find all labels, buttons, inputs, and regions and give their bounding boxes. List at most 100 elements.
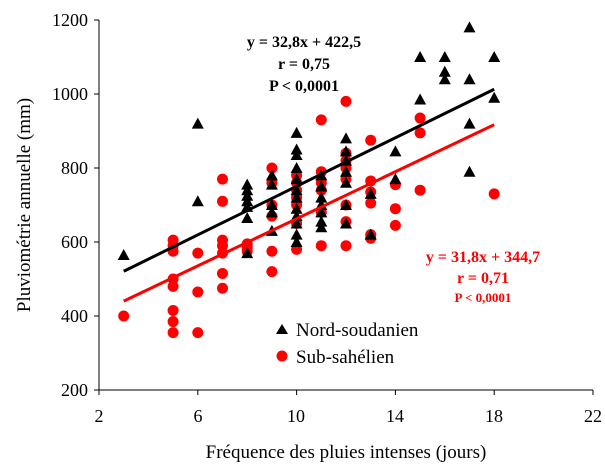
red-r-value: r = 0,71 — [457, 270, 509, 287]
legend-circle-marker — [276, 350, 288, 362]
x-tick-label: 2 — [95, 406, 104, 426]
sub-sahelien-point — [167, 327, 179, 339]
nord-soudanien-point — [340, 176, 352, 188]
sub-sahelien-point — [365, 197, 377, 209]
nord-soudanien-point — [117, 248, 130, 260]
sub-sahelien-point — [167, 304, 179, 316]
sub-sahelien-point — [167, 316, 179, 328]
sub-sahelien-point — [315, 114, 327, 126]
black-p-value: P < 0,0001 — [269, 78, 339, 95]
x-axis-title: Fréquence des pluies intenses (jours) — [206, 442, 487, 463]
x-tick-label: 6 — [194, 406, 203, 426]
nord-soudanien-point — [438, 65, 451, 77]
sub-sahelien-point — [217, 282, 228, 294]
nord-soudanien-point — [191, 117, 204, 129]
y-tick-label: 400 — [61, 306, 88, 326]
nord-soudanien-point — [290, 184, 303, 196]
legend-label-sub-sahelien: Sub-sahélien — [296, 347, 395, 368]
nord-soudanien-point — [241, 178, 254, 190]
nord-soudanien-point — [290, 173, 303, 185]
nord-soudanien-point — [340, 165, 352, 177]
y-tick-label: 200 — [61, 380, 88, 400]
trendlines-layer — [123, 87, 495, 303]
points-layer — [117, 21, 501, 339]
nord-soudanien-point — [290, 236, 303, 247]
nord-soudanien-point — [290, 191, 303, 203]
nord-soudanien-point — [241, 189, 254, 201]
nord-soudanien-point — [315, 215, 328, 227]
nord-soudanien-point — [290, 143, 303, 155]
nord-soudanien-point — [241, 211, 254, 223]
nord-soudanien-point — [315, 180, 328, 192]
nord-soudanien-point — [290, 162, 303, 173]
nord-soudanien-point — [488, 91, 501, 103]
nord-soudanien-point — [340, 217, 352, 229]
y-tick-label: 800 — [61, 158, 88, 178]
nord-soudanien-point — [364, 187, 377, 199]
sub-sahelien-point — [340, 240, 352, 252]
sub-sahelien-point — [192, 327, 204, 339]
nord-soudanien-trendline — [123, 87, 495, 273]
sub-sahelien-point — [414, 112, 426, 124]
legend-label-nord-soudanien: Nord-soudanien — [296, 320, 419, 341]
nord-soudanien-point — [340, 132, 352, 144]
y-axis-title: Pluviométrie annuelle (mm) — [14, 98, 35, 312]
nord-soudanien-point — [463, 165, 476, 177]
nord-soudanien-point — [265, 199, 278, 210]
nord-soudanien-point — [315, 191, 328, 203]
nord-soudanien-point — [389, 173, 402, 185]
nord-soudanien-point — [438, 73, 451, 85]
nord-soudanien-point — [265, 169, 278, 181]
sub-sahelien-point — [389, 203, 401, 215]
sub-sahelien-point — [414, 184, 426, 196]
nord-soudanien-point — [241, 195, 254, 207]
nord-soudanien-point — [290, 126, 303, 138]
nord-soudanien-point — [191, 195, 204, 207]
nord-soudanien-point — [438, 51, 451, 62]
nord-soudanien-point — [340, 199, 352, 210]
sub-sahelien-point — [192, 247, 204, 259]
sub-sahelien-point — [315, 240, 327, 252]
nord-soudanien-point — [290, 202, 303, 214]
x-tick-label: 18 — [485, 406, 503, 426]
nord-soudanien-point — [241, 247, 254, 259]
nord-soudanien-point — [414, 93, 427, 105]
y-tick-label: 1200 — [52, 10, 88, 30]
sub-sahelien-point — [389, 219, 401, 231]
nord-soudanien-point — [463, 117, 476, 129]
sub-sahelien-point — [118, 310, 130, 322]
sub-sahelien-point — [365, 134, 377, 146]
legend: Nord-soudanien Sub-sahélien — [276, 320, 419, 368]
nord-soudanien-point — [463, 21, 476, 33]
x-tick-label: 22 — [584, 406, 602, 426]
sub-sahelien-point — [217, 173, 228, 185]
sub-sahelien-point — [414, 127, 426, 139]
sub-sahelien-point — [217, 267, 228, 279]
nord-soudanien-point — [315, 221, 328, 233]
sub-sahelien-point — [266, 266, 278, 278]
nord-soudanien-point — [290, 217, 303, 229]
nord-soudanien-point — [364, 228, 377, 240]
sub-sahelien-point — [488, 188, 500, 200]
x-tick-label: 10 — [287, 406, 305, 426]
nord-soudanien-point — [463, 73, 476, 85]
nord-soudanien-point — [315, 206, 328, 218]
nord-soudanien-point — [290, 149, 303, 161]
sub-sahelien-point — [167, 280, 179, 292]
sub-sahelien-point — [266, 162, 278, 174]
sub-sahelien-trendline — [123, 123, 495, 303]
legend-triangle-marker — [276, 324, 288, 334]
red-p-value: P < 0,0001 — [455, 290, 512, 305]
nord-soudanien-point — [290, 228, 303, 240]
nord-soudanien-point — [414, 51, 427, 62]
nord-soudanien-point — [340, 145, 352, 157]
nord-soudanien-point — [488, 51, 501, 62]
nord-soudanien-point — [389, 145, 402, 157]
nord-soudanien-point — [265, 206, 278, 218]
sub-sahelien-point — [266, 245, 278, 257]
nord-soudanien-point — [265, 178, 278, 190]
sub-sahelien-point — [192, 286, 204, 298]
ticks-layer — [94, 19, 594, 395]
red-equation: y = 31,8x + 344,7 — [426, 249, 540, 266]
